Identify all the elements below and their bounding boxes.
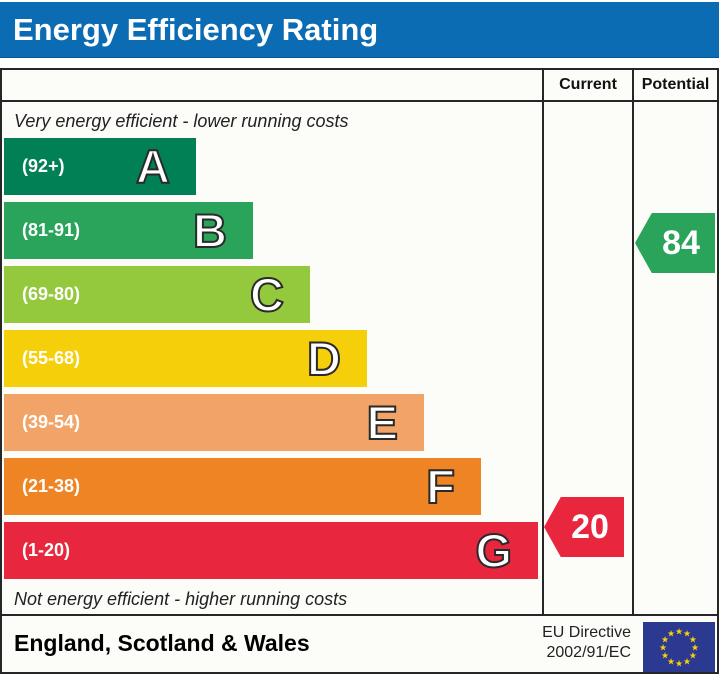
band-range-label: (55-68) [22, 348, 81, 368]
column-header-potential: Potential [641, 76, 710, 93]
band-letter: B [192, 203, 228, 258]
header-divider [2, 100, 717, 102]
band-letter: A [135, 139, 171, 194]
potential-rating-value: 84 [662, 223, 700, 262]
band-range-label: (69-80) [22, 284, 81, 304]
footer-divider [2, 614, 717, 616]
svg-text:★: ★ [691, 644, 699, 654]
band-letter: G [474, 523, 513, 578]
band-range-label: (39-54) [22, 412, 81, 432]
footer-row: England, Scotland & Wales EU Directive 2… [2, 616, 717, 672]
band-row-a: (92+) A [4, 138, 196, 195]
eu-flag-icon: ★ ★ ★ ★ ★ ★ ★ ★ ★ ★ ★ ★ [643, 622, 715, 672]
band-letter: F [425, 459, 456, 514]
title-bar: Energy Efficiency Rating [0, 2, 719, 58]
svg-text:★: ★ [689, 652, 697, 662]
rating-table: Current Potential Very energy efficient … [0, 68, 719, 674]
band-letter: D [306, 331, 342, 386]
svg-text:★: ★ [689, 636, 697, 646]
svg-text:★: ★ [659, 644, 667, 654]
column-divider-potential [632, 70, 634, 616]
svg-text:★: ★ [661, 652, 669, 662]
column-header-current: Current [559, 76, 617, 93]
svg-text:★: ★ [675, 660, 683, 670]
band-row-b: (81-91) B [4, 202, 253, 259]
band-row-e: (39-54) E [4, 394, 424, 451]
svg-text:★: ★ [675, 628, 683, 638]
svg-text:★: ★ [683, 630, 691, 640]
eu-directive-line2: 2002/91/EC [546, 644, 631, 662]
rating-bands: (92+) A (81-91) B (69-80) C (55-68) D (3… [4, 138, 538, 579]
top-note: Very energy efficient - lower running co… [14, 111, 349, 131]
band-row-d: (55-68) D [4, 330, 367, 387]
eu-directive-label: EU Directive 2002/91/EC [542, 623, 631, 665]
band-row-g: (1-20) G [4, 522, 538, 579]
potential-rating-arrow: 84 [635, 213, 715, 273]
bottom-note: Not energy efficient - higher running co… [14, 589, 348, 609]
page-title: Energy Efficiency Rating [13, 12, 379, 47]
band-range-label: (21-38) [22, 476, 81, 496]
band-letter: E [366, 395, 399, 450]
band-range-label: (1-20) [22, 540, 71, 560]
current-rating-arrow: 20 [544, 497, 624, 557]
band-range-label: (81-91) [22, 220, 81, 240]
svg-text:★: ★ [683, 657, 691, 667]
footer-region-label: England, Scotland & Wales [14, 630, 310, 656]
svg-text:★: ★ [667, 657, 675, 667]
current-rating-value: 20 [571, 507, 609, 546]
svg-text:★: ★ [661, 636, 669, 646]
band-row-f: (21-38) F [4, 458, 481, 515]
band-row-c: (69-80) C [4, 266, 310, 323]
band-letter: C [249, 267, 285, 322]
band-range-label: (92+) [22, 156, 65, 176]
svg-text:★: ★ [667, 630, 675, 640]
eu-directive-line1: EU Directive [542, 623, 631, 641]
column-divider-current [542, 70, 544, 616]
